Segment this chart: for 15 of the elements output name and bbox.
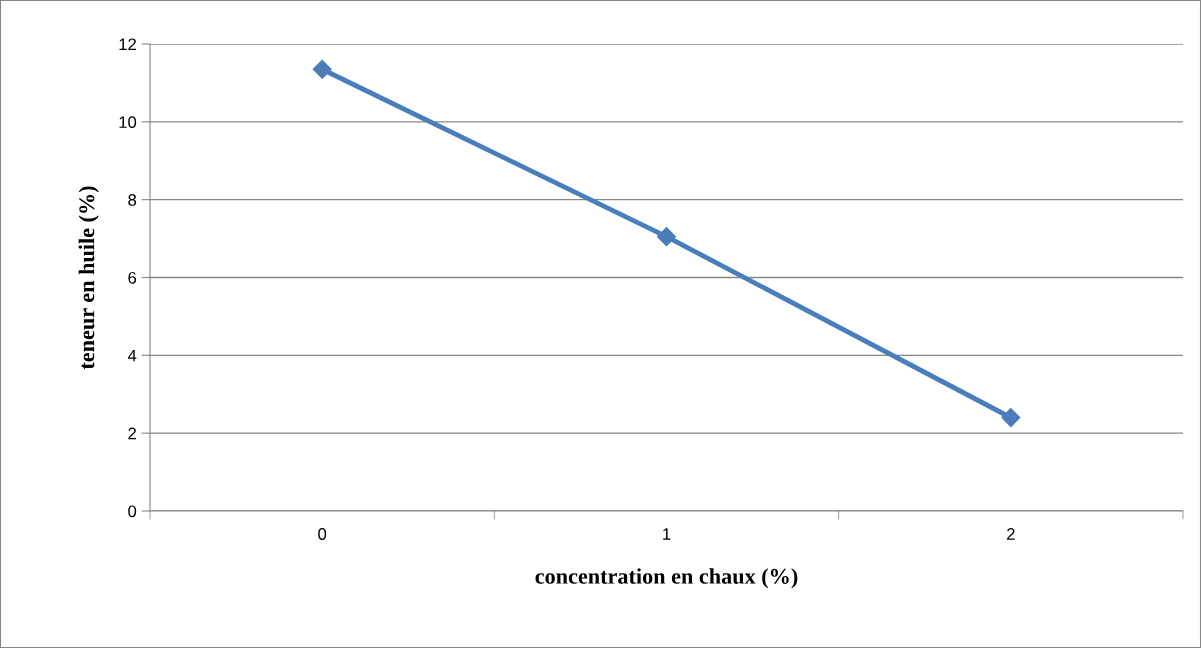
y-tick-label: 12 bbox=[119, 38, 136, 51]
point bbox=[312, 59, 332, 79]
y-tick-label: 2 bbox=[128, 427, 136, 440]
x-tick-label: 2 bbox=[1007, 528, 1015, 540]
x-tick-label: 1 bbox=[663, 528, 671, 540]
y-tick-label: 0 bbox=[128, 505, 137, 518]
y-tick-label: 10 bbox=[119, 116, 137, 129]
x-tick-label: 0 bbox=[318, 528, 327, 540]
y-axis-title: teneur en huile (%) bbox=[78, 186, 99, 370]
y-tick-label: 4 bbox=[127, 349, 137, 362]
point bbox=[656, 227, 677, 247]
y-tick-label: 6 bbox=[128, 271, 137, 284]
point bbox=[1001, 408, 1021, 428]
y-tick-label: 8 bbox=[128, 194, 137, 206]
x-axis-title: concentration en chaux (%) bbox=[535, 568, 798, 589]
